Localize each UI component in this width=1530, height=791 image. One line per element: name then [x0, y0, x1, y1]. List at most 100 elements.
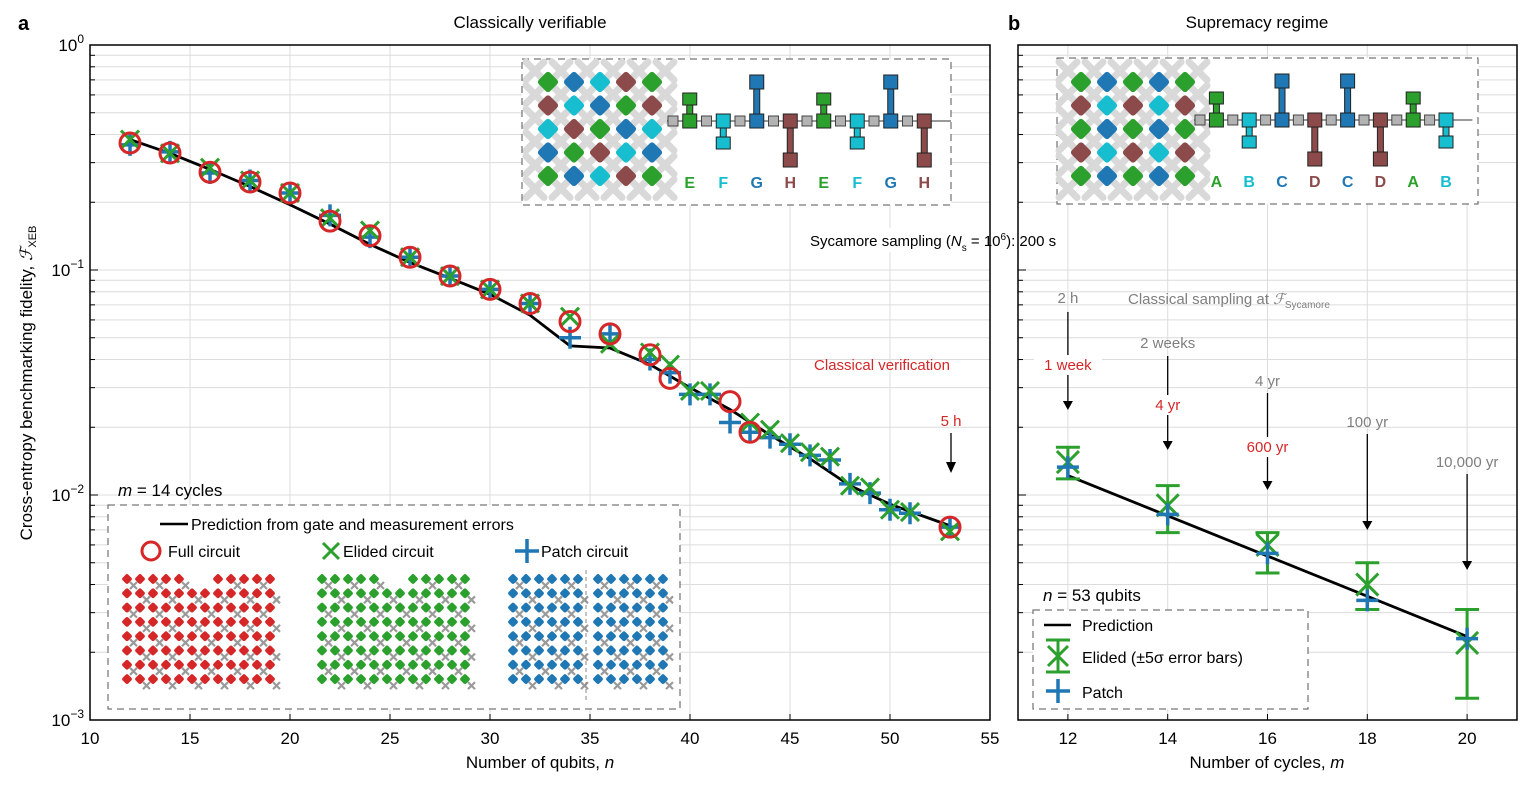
legend-qubit: [213, 588, 223, 599]
legend-coupler: [554, 624, 563, 633]
legend-coupler: [363, 652, 372, 662]
legend-qubit: [408, 659, 418, 670]
elided-circuit-point: [699, 380, 721, 402]
syc-N: N: [951, 233, 962, 250]
legend-qubit: [395, 631, 405, 642]
legend-coupler: [259, 581, 268, 590]
legend-qubit: [645, 588, 655, 599]
legend-qubit: [265, 659, 275, 670]
coupler-x: [1133, 105, 1159, 131]
qubit-diamond: [563, 95, 585, 116]
legend-qubit: [645, 602, 655, 613]
legend-qubit: [343, 659, 353, 670]
chain-qubit: [1391, 114, 1403, 126]
legend-qubit: [619, 617, 629, 627]
legend-coupler: [652, 609, 661, 619]
elided-circuit-point: [399, 247, 421, 268]
legend-coupler: [441, 595, 450, 605]
chain-qubit: [1424, 114, 1436, 126]
gate-block: [916, 113, 932, 129]
patch-circuit-point: [1456, 627, 1479, 650]
pattern-letter: G: [885, 175, 897, 192]
qubit-diamond: [641, 142, 663, 163]
qubit-diamond: [537, 71, 559, 93]
legend-coupler: [389, 652, 398, 662]
coupler-x: [1185, 129, 1211, 154]
qubit-diamond: [1148, 95, 1170, 116]
x-label-text: Number of qubits,: [466, 753, 605, 772]
qubits-annotation: n = 53 qubits: [1043, 586, 1141, 605]
legend-qubit: [356, 574, 366, 584]
legend-coupler: [389, 681, 398, 690]
legend-coupler: [554, 595, 563, 605]
syc-eq: = 10: [967, 233, 1001, 250]
legend-qubit: [252, 617, 262, 627]
legend-coupler: [233, 581, 242, 590]
coupler-x: [574, 176, 600, 201]
legend-qubit: [122, 645, 132, 656]
gate-block: [1438, 135, 1454, 149]
pattern-letter: A: [1211, 174, 1223, 191]
legend-qubit: [658, 645, 668, 656]
qubit-diamond: [615, 142, 637, 163]
legend-qubit: [343, 602, 353, 613]
qubit-diamond: [1070, 71, 1092, 93]
pattern-letter: A: [1407, 174, 1419, 191]
legend-qubit: [460, 602, 470, 613]
legend-qubit: [408, 631, 418, 642]
legend-coupler: [220, 624, 229, 633]
legend-qubit: [521, 631, 531, 642]
y-tick-base: 10: [51, 711, 70, 730]
legend-coupler: [181, 609, 190, 619]
legend-coupler: [528, 652, 537, 662]
y-tick-exp: −2: [70, 482, 84, 496]
legend-coupler: [528, 624, 537, 633]
legend-qubit: [408, 602, 418, 613]
x-tick-label: 15: [181, 729, 200, 748]
legend-coupler: [194, 624, 203, 633]
x-tick-label: 16: [1258, 729, 1277, 748]
legend-coupler: [541, 667, 550, 676]
legend-coupler: [142, 681, 151, 690]
legend-qubit: [645, 674, 655, 684]
y-tick-exp: −1: [70, 257, 84, 271]
legend-qubit: [161, 674, 171, 684]
gate-block: [782, 113, 798, 129]
qubit-diamond: [615, 118, 637, 140]
legend-qubit: [187, 602, 197, 613]
chain-qubit: [801, 115, 813, 127]
legend-qubit: [447, 574, 457, 584]
gate-stem: [1311, 126, 1319, 153]
legend-coupler: [220, 595, 229, 605]
legend-qubit: [369, 659, 379, 670]
legend-qubit: [382, 659, 392, 670]
legend-qubit: [606, 602, 616, 613]
time-annotation: 100 yr: [1346, 414, 1388, 530]
coupler-x: [522, 152, 548, 178]
legend-qubit: [174, 631, 184, 642]
legend-coupler: [155, 609, 164, 619]
legend-qubit: [534, 588, 544, 599]
legend-coupler: [168, 624, 177, 633]
legend-qubit: [606, 645, 616, 656]
chain-qubit: [667, 115, 679, 127]
patch-circuit-point: [1356, 589, 1379, 612]
legend-qubit: [252, 588, 262, 599]
legend-coupler: [613, 624, 622, 633]
legend-qubit: [658, 631, 668, 642]
legend-coupler: [324, 581, 333, 590]
gate-block: [715, 136, 731, 150]
legend-coupler: [467, 595, 476, 605]
qubit-diamond: [615, 165, 637, 187]
legend-qubit: [213, 574, 223, 584]
legend-qubit: [369, 617, 379, 627]
legend-coupler: [554, 681, 563, 690]
legend-coupler: [467, 652, 476, 662]
legend-qubit: [122, 617, 132, 627]
legend-qubit: [619, 588, 629, 599]
legend-coupler: [246, 595, 255, 605]
legend-qubit: [573, 645, 583, 656]
legend-qubit: [356, 617, 366, 627]
gate-stem: [920, 127, 928, 154]
gate-block: [883, 113, 899, 129]
